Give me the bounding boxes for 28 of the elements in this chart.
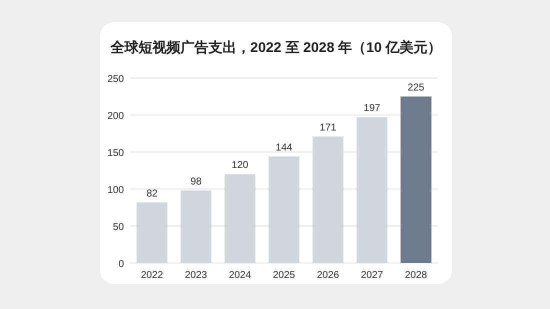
data-label: 120 [232, 160, 249, 172]
x-tick-label: 2022 [140, 270, 164, 281]
bar [356, 117, 388, 263]
bar [136, 202, 168, 263]
data-label: 197 [364, 103, 381, 114]
data-label: 225 [408, 82, 425, 94]
bar [224, 174, 256, 263]
x-tick-label: 2028 [404, 270, 428, 281]
data-label: 144 [276, 142, 293, 154]
y-tick-label: 200 [107, 111, 124, 122]
bar [268, 156, 300, 263]
y-tick-label: 100 [107, 185, 124, 196]
data-label: 171 [320, 122, 337, 134]
bar [400, 96, 432, 263]
y-tick-label: 0 [118, 259, 124, 270]
chart-title: 全球短视频广告支出，2022 至 2028 年（10 亿美元） [109, 39, 442, 55]
data-label: 82 [146, 188, 158, 200]
x-tick-label: 2024 [228, 270, 252, 281]
x-tick-label: 2025 [272, 270, 296, 281]
x-tick-label: 2023 [184, 270, 208, 281]
y-tick-label: 150 [107, 148, 124, 159]
x-tick-label: 2027 [360, 270, 384, 281]
y-tick-label: 50 [112, 222, 124, 233]
bar [180, 190, 212, 263]
bar [312, 136, 344, 263]
x-tick-label: 2026 [316, 270, 340, 281]
y-tick-label: 250 [107, 74, 124, 85]
data-label: 98 [190, 176, 202, 188]
